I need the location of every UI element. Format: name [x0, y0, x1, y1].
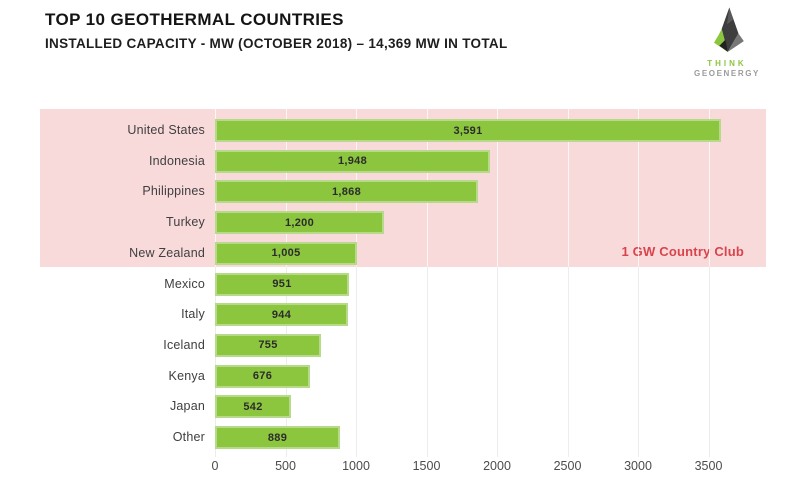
bar-philippines: 1,868	[215, 180, 478, 204]
bar-value-philippines: 1,868	[331, 185, 362, 198]
bar-united-states: 3,591	[215, 119, 721, 142]
x-tick-label-500: 500	[275, 459, 296, 473]
bar-value-indonesia: 1,948	[337, 155, 368, 168]
bar-japan: 542	[215, 395, 291, 419]
x-tick-label-1500: 1500	[412, 459, 441, 473]
logo-text-think: THINK	[707, 59, 747, 68]
country-label-mexico: Mexico	[164, 276, 205, 291]
bar-value-united-states: 3,591	[453, 124, 483, 137]
bar-value-kenya: 676	[252, 370, 273, 383]
bar-kenya: 676	[215, 364, 310, 388]
gw-club-label: 1 GW Country Club	[621, 244, 744, 259]
gridline-1500	[426, 105, 428, 457]
gridline-1000	[356, 105, 357, 457]
x-tick-label-1000: 1000	[342, 459, 370, 473]
x-tick-label-2000: 2000	[483, 459, 511, 473]
bar-iceland: 755	[215, 333, 321, 357]
country-label-new-zealand: New Zealand	[129, 245, 205, 260]
bar-value-new-zealand: 1,005	[271, 247, 301, 260]
bar-value-japan: 542	[243, 400, 263, 413]
x-tick-label-0: 0	[211, 459, 219, 473]
country-label-philippines: Philippines	[142, 184, 205, 199]
logo-text-geoenergy: GEOENERGY	[694, 69, 760, 78]
country-label-other: Other	[172, 430, 205, 444]
country-label-japan: Japan	[169, 399, 205, 414]
bar-mexico: 951	[215, 272, 349, 296]
chart-subtitle: INSTALLED CAPACITY - MW (OCTOBER 2018) –…	[45, 36, 508, 51]
x-tick-label-3000: 3000	[624, 459, 652, 473]
country-label-iceland: Iceland	[163, 337, 205, 352]
gridline-2500	[567, 105, 569, 457]
geothermal-drop-icon	[714, 7, 744, 52]
country-label-indonesia: Indonesia	[148, 153, 205, 168]
x-tick-label-2500: 2500	[553, 459, 582, 473]
bar-value-mexico: 951	[272, 278, 292, 290]
bar-turkey: 1,200	[215, 211, 384, 235]
bar-italy: 944	[215, 303, 348, 327]
bar-value-turkey: 1,200	[284, 216, 315, 229]
chart-title: TOP 10 GEOTHERMAL COUNTRIES	[45, 10, 344, 29]
x-tick-label-3500: 3500	[694, 459, 723, 473]
country-label-italy: Italy	[181, 307, 205, 322]
thinkgeoenergy-logo: THINK GEOENERGY	[672, 6, 782, 78]
bar-indonesia: 1,948	[215, 149, 490, 173]
gridline-3000	[638, 105, 639, 457]
bar-value-iceland: 755	[258, 339, 278, 352]
bar-value-italy: 944	[271, 308, 292, 321]
bar-other: 889	[215, 426, 340, 449]
country-label-united-states: United States	[127, 123, 205, 137]
country-label-turkey: Turkey	[166, 215, 205, 230]
bar-value-other: 889	[267, 431, 288, 444]
bar-new-zealand: 1,005	[215, 241, 357, 265]
gridline-3500	[708, 105, 710, 457]
gridline-2000	[497, 105, 498, 457]
country-label-kenya: Kenya	[168, 368, 205, 383]
bar-chart: 1 GW Country Club United States 3,591 Indo…	[0, 105, 800, 498]
